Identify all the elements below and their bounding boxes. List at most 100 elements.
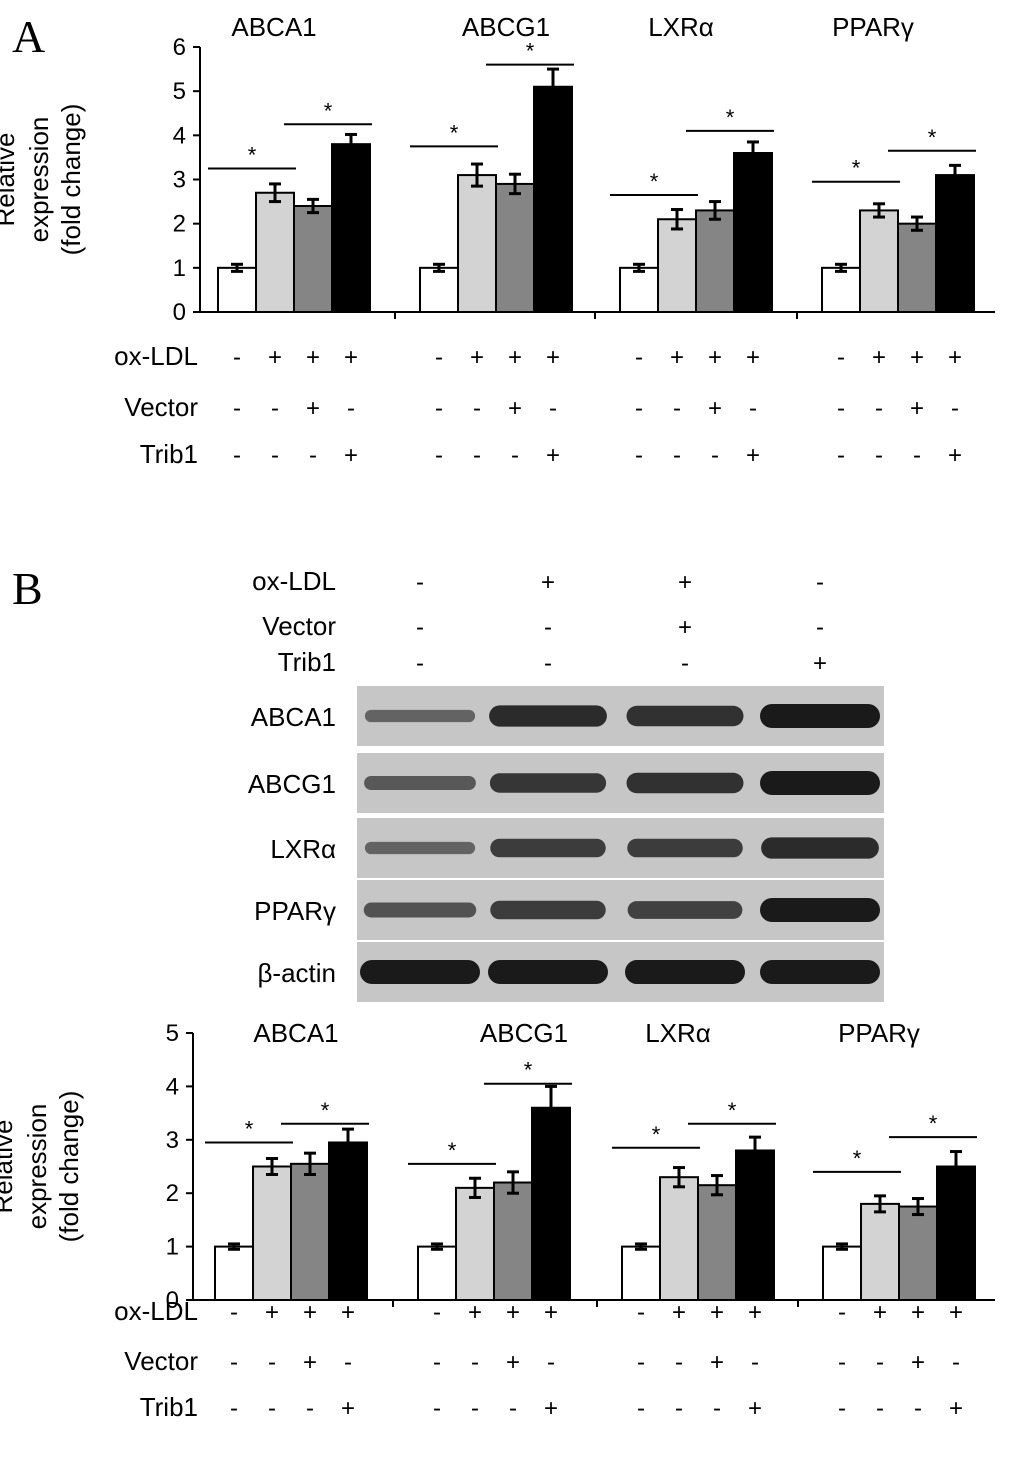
- y-tick-label: 4: [166, 1073, 179, 1100]
- treatment-sign: -: [749, 395, 757, 422]
- treatment-sign: +: [506, 1299, 520, 1326]
- blot-lane-sign: -: [816, 614, 824, 641]
- treatment-sign: -: [711, 442, 719, 469]
- blot-protein-label: ABCG1: [248, 769, 336, 799]
- treatment-sign: -: [435, 442, 443, 469]
- y-axis-label-line: Relative: [0, 133, 20, 227]
- bar: [457, 174, 497, 313]
- treatment-sign: +: [873, 1299, 887, 1326]
- treatment-sign: -: [547, 1349, 555, 1376]
- treatment-sign: -: [838, 1395, 846, 1422]
- blot-lane-sign: -: [544, 650, 552, 677]
- treatment-sign: -: [433, 1299, 441, 1326]
- panel-a-letter: A: [12, 11, 45, 62]
- treatment-sign: +: [748, 1299, 762, 1326]
- bar: [619, 266, 659, 314]
- bar: [217, 266, 257, 314]
- bar: [935, 174, 975, 313]
- treatment-sign: -: [230, 1299, 238, 1326]
- treatment-sign: +: [911, 1349, 925, 1376]
- treatment-sign: -: [914, 1395, 922, 1422]
- treatment-sign: -: [433, 1395, 441, 1422]
- bar: [735, 1149, 775, 1301]
- significance-star: *: [726, 105, 735, 130]
- treatment-row-label: Vector: [124, 1346, 198, 1376]
- treatment-sign: +: [344, 442, 358, 469]
- chart-panel-b: Relative expression (fold change) 0 1 2 3 4 5 ABC…: [0, 1018, 995, 1422]
- bar: [214, 1245, 254, 1301]
- bar: [495, 182, 535, 313]
- y-tick-label: 2: [173, 211, 186, 238]
- y-axis-label-line: expression: [24, 117, 54, 243]
- treatment-sign: +: [910, 344, 924, 371]
- blot-lane-sign: -: [416, 569, 424, 596]
- treatment-sign: -: [838, 1349, 846, 1376]
- bar: [898, 1205, 938, 1302]
- treatment-sign: -: [271, 442, 279, 469]
- blot-band: [364, 841, 476, 855]
- treatment-sign: -: [233, 344, 241, 371]
- y-axis-label-line: (fold change): [56, 104, 86, 256]
- group-title: LXRα: [645, 1018, 711, 1048]
- treatment-sign: -: [473, 395, 481, 422]
- treatment-sign: -: [471, 1349, 479, 1376]
- treatment-sign: -: [511, 442, 519, 469]
- treatment-sign: +: [746, 442, 760, 469]
- bar: [621, 1245, 661, 1301]
- treatment-sign: +: [948, 442, 962, 469]
- western-blot: ox-LDL - + + - Vector - - + - Trib1 - - - + ABCA1 ABCG1 L…: [248, 566, 884, 1002]
- treatment-sign: -: [509, 1395, 517, 1422]
- y-axis-label-line: Relative: [0, 1120, 18, 1214]
- treatment-sign: -: [233, 442, 241, 469]
- treatment-sign: -: [268, 1349, 276, 1376]
- treatment-sign: +: [949, 1395, 963, 1422]
- bar: [531, 1106, 571, 1302]
- blot-band: [364, 775, 476, 791]
- blot-row-label: Trib1: [278, 647, 336, 677]
- treatment-sign: +: [746, 344, 760, 371]
- blot-band: [625, 960, 745, 984]
- treatment-sign: +: [546, 344, 560, 371]
- treatment-sign: -: [344, 1349, 352, 1376]
- treatment-sign: +: [303, 1299, 317, 1326]
- significance-star: *: [526, 39, 535, 64]
- blot-band: [364, 709, 476, 723]
- treatment-sign: +: [265, 1299, 279, 1326]
- blot-row-label: Vector: [262, 611, 336, 641]
- treatment-sign: +: [949, 1299, 963, 1326]
- treatment-sign: +: [268, 344, 282, 371]
- significance-star: *: [248, 142, 257, 167]
- group-title: ABCA1: [253, 1018, 338, 1048]
- treatment-row-label: Trib1: [140, 439, 198, 469]
- treatment-sign: -: [837, 395, 845, 422]
- treatment-sign: +: [544, 1299, 558, 1326]
- treatment-sign: -: [875, 442, 883, 469]
- significance-star: *: [450, 120, 459, 145]
- treatment-sign: -: [637, 1395, 645, 1422]
- treatment-sign: +: [872, 344, 886, 371]
- bar: [897, 222, 937, 314]
- significance-star: *: [928, 125, 937, 150]
- blot-protein-label: LXRα: [270, 834, 336, 864]
- blot-band: [761, 837, 879, 859]
- treatment-sign: +: [710, 1349, 724, 1376]
- treatment-sign: +: [748, 1395, 762, 1422]
- treatment-sign: +: [470, 344, 484, 371]
- treatment-sign: +: [910, 395, 924, 422]
- treatment-sign: -: [673, 442, 681, 469]
- significance-star: *: [853, 1146, 862, 1171]
- blot-band: [627, 901, 743, 919]
- blot-band: [626, 705, 744, 727]
- treatment-sign: -: [637, 1299, 645, 1326]
- treatment-sign: -: [673, 395, 681, 422]
- blot-band: [363, 902, 477, 918]
- treatment-sign: +: [710, 1299, 724, 1326]
- treatment-sign: +: [708, 344, 722, 371]
- treatment-sign: -: [347, 395, 355, 422]
- bar: [417, 1245, 457, 1301]
- treatment-row-label: ox-LDL: [114, 1296, 198, 1326]
- blot-band: [489, 705, 607, 727]
- bar: [733, 152, 773, 313]
- bar: [936, 1165, 976, 1301]
